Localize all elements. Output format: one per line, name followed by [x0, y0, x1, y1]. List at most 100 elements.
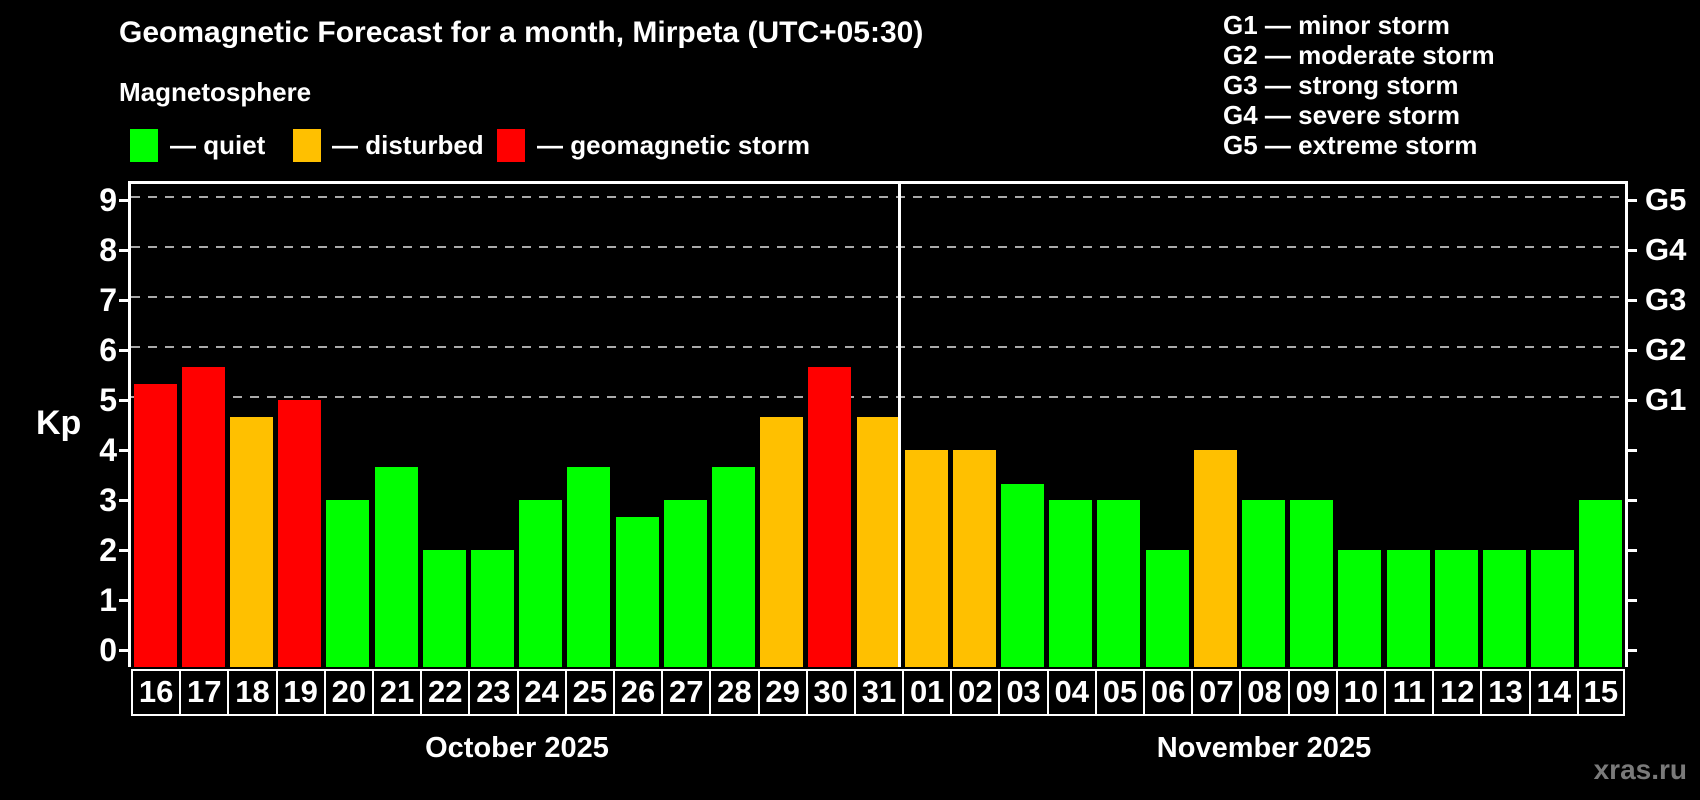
kp-bar-day-30 [808, 366, 852, 667]
legend-label-storm: — geomagnetic storm [537, 130, 811, 160]
left-tick-kp4 [119, 449, 131, 452]
kp-bar-day-31 [856, 416, 900, 667]
kp-bar-day-02 [952, 450, 996, 667]
legend-label-quiet: — quiet [170, 130, 266, 160]
day-label-06: 06 [1143, 669, 1194, 716]
kp-bar-day-27 [663, 500, 707, 667]
y-tick-label-6: 6 [99, 332, 117, 368]
g-axis-label-g3: G3 [1645, 282, 1687, 317]
legend-swatch-storm [497, 129, 525, 162]
kp-bar-day-23 [470, 550, 514, 667]
left-tick-kp2 [119, 549, 131, 552]
y-tick-label-3: 3 [99, 482, 117, 518]
month-label-october: October 2025 [425, 732, 609, 764]
gridline-kp8 [131, 246, 1625, 248]
gridline-kp7 [131, 296, 1625, 298]
day-label-23: 23 [468, 669, 519, 716]
day-label-31: 31 [853, 669, 905, 716]
left-tick-kp8 [119, 249, 131, 252]
day-label-02: 02 [950, 669, 1001, 716]
storm-scale-g1: G1 — minor storm [1223, 10, 1450, 40]
left-tick-kp6 [119, 349, 131, 352]
left-tick-kp3 [119, 499, 131, 502]
kp-bar-day-06 [1145, 550, 1189, 667]
gridline-kp9 [131, 196, 1625, 198]
month-label-november: November 2025 [1156, 732, 1372, 764]
storm-scale-g2: G2 — moderate storm [1223, 40, 1495, 70]
kp-bar-day-18 [229, 416, 273, 667]
y-axis-label: Kp [36, 404, 82, 442]
gridline-kp6 [131, 346, 1625, 348]
left-tick-kp1 [119, 599, 131, 602]
day-label-11: 11 [1384, 669, 1435, 716]
right-tick-kp1 [1625, 599, 1637, 602]
kp-bar-day-24 [519, 500, 563, 667]
y-tick-label-7: 7 [99, 282, 117, 318]
y-tick-label-2: 2 [99, 532, 117, 568]
right-tick-kp5 [1625, 399, 1637, 402]
kp-bar-day-05 [1097, 500, 1141, 667]
right-tick-kp4 [1625, 449, 1637, 452]
day-label-14: 14 [1528, 669, 1579, 716]
watermark: xras.ru [1593, 754, 1687, 785]
day-label-22: 22 [420, 669, 471, 716]
day-label-30: 30 [805, 669, 856, 716]
kp-bar-day-15 [1579, 500, 1623, 667]
g-axis-label-g2: G2 [1645, 332, 1687, 367]
kp-bar-day-29 [760, 416, 804, 667]
kp-bar-day-12 [1434, 550, 1478, 667]
y-tick-label-9: 9 [99, 182, 117, 218]
day-label-20: 20 [323, 669, 374, 716]
storm-scale-g4: G4 — severe storm [1223, 100, 1461, 130]
day-label-08: 08 [1239, 669, 1290, 716]
day-label-09: 09 [1287, 669, 1338, 716]
legend-label-disturbed: — disturbed [332, 130, 484, 160]
y-tick-label-1: 1 [99, 582, 117, 618]
kp-bar-day-04 [1049, 500, 1093, 667]
chart-title: Geomagnetic Forecast for a month, Mirpet… [119, 16, 924, 49]
day-label-12: 12 [1432, 669, 1483, 716]
day-label-15: 15 [1576, 669, 1625, 716]
chart-subtitle: Magnetosphere [119, 77, 312, 107]
right-tick-kp2 [1625, 549, 1637, 552]
day-label-16: 16 [131, 669, 182, 716]
day-label-03: 03 [998, 669, 1049, 716]
left-tick-kp7 [119, 299, 131, 302]
storm-scale-g5: G5 — extreme storm [1223, 130, 1478, 160]
right-tick-kp0 [1625, 649, 1637, 652]
left-tick-kp9 [119, 199, 131, 202]
kp-bar-day-25 [567, 466, 611, 667]
kp-bar-day-14 [1531, 550, 1575, 667]
day-label-13: 13 [1480, 669, 1531, 716]
right-tick-kp6 [1625, 349, 1637, 352]
y-tick-label-5: 5 [99, 382, 117, 418]
kp-bar-day-03 [1001, 483, 1045, 667]
day-label-21: 21 [371, 669, 423, 716]
right-tick-kp7 [1625, 299, 1637, 302]
storm-scale-g3: G3 — strong storm [1223, 70, 1459, 100]
kp-bar-day-08 [1242, 500, 1286, 667]
day-label-24: 24 [516, 669, 567, 716]
legend-swatch-quiet [130, 129, 158, 162]
kp-bar-day-20 [326, 500, 370, 667]
y-tick-label-8: 8 [99, 232, 117, 268]
kp-bar-day-28 [711, 466, 755, 667]
day-label-04: 04 [1046, 669, 1097, 716]
g-axis-label-g4: G4 [1645, 232, 1687, 267]
right-tick-kp9 [1625, 199, 1637, 202]
day-label-10: 10 [1335, 669, 1387, 716]
right-tick-kp8 [1625, 249, 1637, 252]
g-axis-label-g1: G1 [1645, 382, 1687, 417]
kp-bar-day-10 [1338, 550, 1382, 667]
day-label-07: 07 [1191, 669, 1242, 716]
kp-bar-day-13 [1483, 550, 1527, 667]
day-label-27: 27 [661, 669, 712, 716]
left-tick-kp0 [119, 649, 131, 652]
day-label-26: 26 [612, 669, 664, 716]
right-tick-kp3 [1625, 499, 1637, 502]
day-label-05: 05 [1094, 669, 1146, 716]
day-label-18: 18 [227, 669, 278, 716]
kp-bar-day-21 [374, 466, 418, 667]
day-label-28: 28 [709, 669, 760, 716]
